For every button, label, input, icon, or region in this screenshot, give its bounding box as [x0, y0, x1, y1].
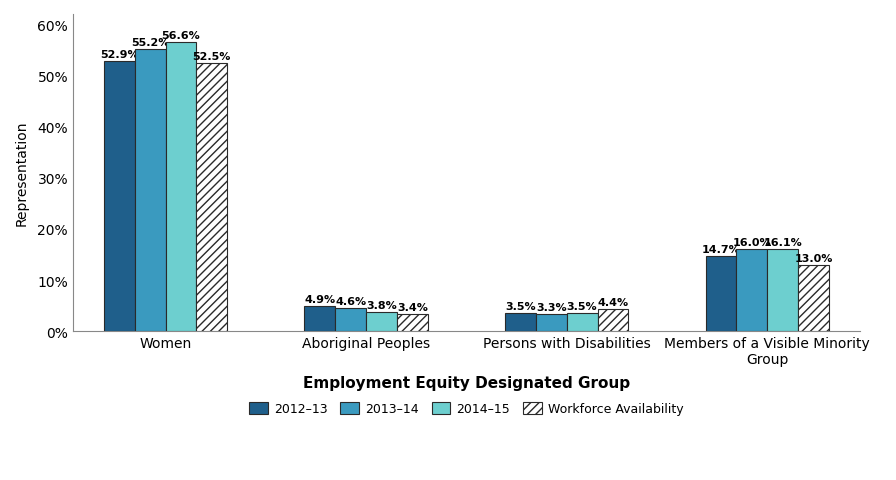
Text: 3.3%: 3.3%: [536, 303, 566, 312]
Text: 3.8%: 3.8%: [366, 300, 397, 310]
Text: 4.4%: 4.4%: [598, 297, 628, 307]
Text: 4.9%: 4.9%: [305, 295, 335, 304]
Text: 52.5%: 52.5%: [193, 51, 231, 61]
Bar: [598, 309, 628, 332]
Bar: [705, 256, 737, 332]
Bar: [104, 61, 134, 332]
Bar: [166, 43, 196, 332]
Text: 3.4%: 3.4%: [397, 302, 427, 312]
Bar: [397, 314, 427, 332]
Bar: [536, 315, 566, 332]
Text: 13.0%: 13.0%: [795, 253, 832, 263]
Text: 3.5%: 3.5%: [505, 302, 536, 312]
Y-axis label: Representation: Representation: [15, 120, 29, 226]
Bar: [566, 314, 598, 332]
Text: 14.7%: 14.7%: [702, 244, 740, 254]
Bar: [366, 312, 397, 332]
Bar: [767, 250, 798, 332]
Text: 4.6%: 4.6%: [335, 296, 366, 306]
Bar: [134, 50, 166, 332]
Text: 55.2%: 55.2%: [131, 37, 169, 48]
Bar: [798, 265, 829, 332]
Bar: [305, 307, 335, 332]
Bar: [335, 308, 366, 332]
X-axis label: Employment Equity Designated Group: Employment Equity Designated Group: [303, 375, 630, 390]
Text: 3.5%: 3.5%: [567, 302, 598, 312]
Text: 56.6%: 56.6%: [161, 31, 201, 40]
Bar: [737, 250, 767, 332]
Text: 16.0%: 16.0%: [733, 238, 771, 248]
Legend: 2012–13, 2013–14, 2014–15, Workforce Availability: 2012–13, 2013–14, 2014–15, Workforce Ava…: [245, 397, 688, 420]
Text: 16.1%: 16.1%: [763, 237, 802, 247]
Bar: [196, 63, 228, 332]
Text: 52.9%: 52.9%: [100, 49, 139, 60]
Bar: [505, 314, 536, 332]
